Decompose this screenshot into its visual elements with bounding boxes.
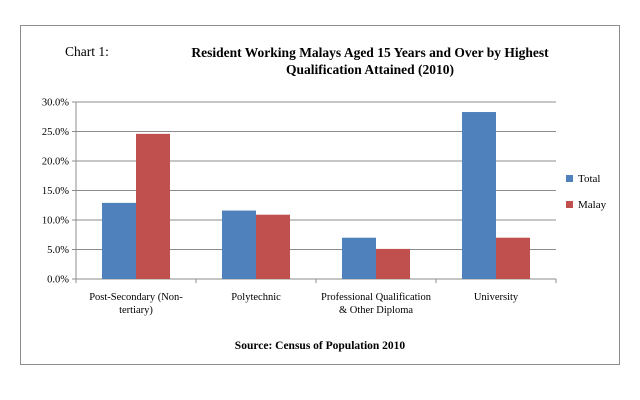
legend-swatch-total	[566, 175, 573, 182]
y-tick-label: 5.0%	[47, 245, 69, 256]
x-category-label: tertiary)	[119, 305, 153, 316]
legend-label-total: Total	[578, 173, 600, 185]
bar-malay	[256, 214, 290, 279]
y-tick-label: 10.0%	[42, 216, 69, 227]
bar-malay	[376, 248, 410, 279]
x-category-label: Post-Secondary (Non-	[89, 292, 183, 303]
chart-title-line-2: Qualification Attained (2010)	[286, 62, 454, 77]
y-tick-label: 30.0%	[42, 98, 69, 109]
legend-label-malay: Malay	[578, 199, 607, 211]
x-category-label: Professional Qualification	[321, 292, 432, 303]
chart-source: Source: Census of Population 2010	[234, 340, 406, 352]
x-category-label: & Other Diploma	[339, 305, 413, 316]
legend-swatch-malay	[566, 201, 573, 208]
bar-total	[102, 202, 136, 279]
chart-frame	[20, 25, 620, 365]
bar-malay	[136, 133, 170, 279]
y-tick-label: 0.0%	[47, 275, 69, 286]
bar-malay	[496, 237, 530, 279]
chart-title-prefix: Chart 1:	[65, 44, 109, 59]
chart-title: Resident Working Malays Aged 15 Years an…	[150, 44, 590, 78]
bar-total	[342, 237, 376, 279]
bar-total	[222, 210, 256, 279]
x-category-label: University	[474, 292, 519, 303]
x-category-label: Polytechnic	[231, 292, 281, 303]
chart-title-line-1: Resident Working Malays Aged 15 Years an…	[191, 45, 549, 60]
y-tick-label: 20.0%	[42, 157, 69, 168]
bar-total	[462, 112, 496, 279]
y-tick-label: 25.0%	[42, 127, 69, 138]
y-tick-label: 15.0%	[42, 186, 69, 197]
